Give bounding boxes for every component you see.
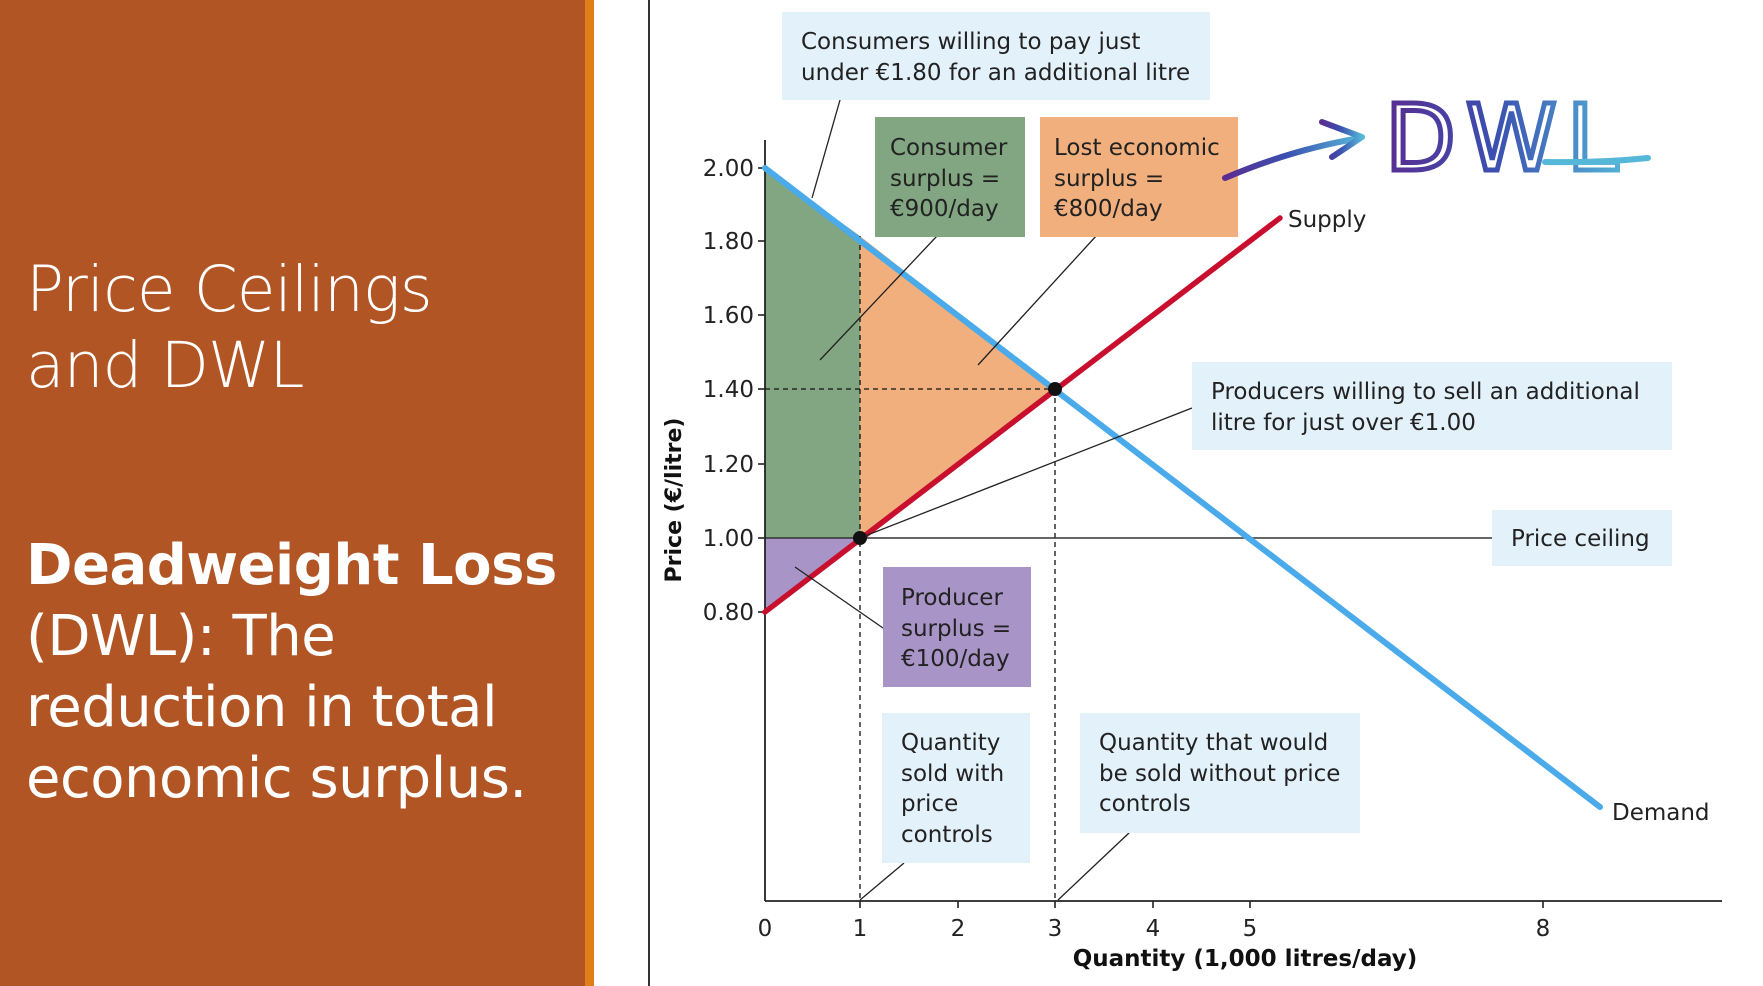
- y-tick-label: 2.00: [703, 156, 754, 182]
- producers-willing-text: Producers willing to sell an additional …: [1211, 379, 1647, 436]
- y-tick-label: 0.80: [703, 600, 754, 626]
- frame-line: [648, 0, 650, 986]
- dwl-underline-stroke: [1542, 155, 1651, 166]
- annotation-line: controls: [1099, 791, 1191, 817]
- annotation-line: under €1.80 for an additional litre: [801, 60, 1190, 86]
- ceiling-quantity-point: [853, 531, 867, 545]
- lost-surplus-text: Lost economic surplus = €800/day: [1054, 135, 1227, 222]
- leader-line: [864, 407, 1193, 537]
- y-tick-label: 1.80: [703, 229, 754, 255]
- annotation-line: surplus =: [1054, 166, 1164, 192]
- annotation-line: Lost economic: [1054, 135, 1220, 161]
- leader-line: [794, 566, 884, 629]
- leader-line: [859, 862, 905, 901]
- annotation-line: Quantity that would: [1099, 730, 1328, 756]
- annotation-line: controls: [901, 822, 993, 848]
- annotation-line: Quantity: [901, 730, 1000, 756]
- producers-willing-box: [1192, 362, 1672, 450]
- leader-line: [1057, 831, 1131, 901]
- arrow-shaft: [1222, 135, 1363, 181]
- producer-surplus-box: [883, 567, 1031, 687]
- annotation-line: be sold without price: [1099, 761, 1340, 787]
- price-ceiling-label: Price ceiling: [1511, 526, 1650, 552]
- x-tick-labels: 0 1 2 3 4 5 8: [758, 916, 1551, 942]
- dwl-arrow-icon: [1222, 119, 1365, 181]
- arrow-head: [1319, 119, 1365, 160]
- leader-line: [977, 234, 1098, 366]
- x-tick-label: 5: [1243, 916, 1258, 942]
- annotation-line: Producer: [901, 585, 1003, 611]
- consumer-surplus-box: [875, 117, 1025, 237]
- definition-text: (DWL): The reduction in total economic s…: [26, 604, 527, 811]
- dwl-definition: Deadweight Loss (DWL): The reduction in …: [26, 530, 566, 814]
- qty-with-controls-box: [882, 713, 1030, 863]
- x-tick-label: 2: [951, 916, 966, 942]
- y-tick-labels: 2.00 1.80 1.60 1.40 1.20 1.00 0.80: [703, 156, 754, 626]
- y-tick-label: 1.20: [703, 452, 754, 478]
- annotation-line: price: [901, 791, 958, 817]
- demand-label: Demand: [1612, 800, 1710, 826]
- equilibrium-point: [1048, 382, 1062, 396]
- annotation-line: surplus =: [901, 616, 1011, 642]
- consumers-willing-box: [782, 12, 1210, 100]
- annotation-line: sold with: [901, 761, 1004, 787]
- qty-without-controls-box: [1080, 713, 1360, 833]
- annotation-line: Producers willing to sell an additional: [1211, 379, 1640, 405]
- y-axis-label: Price (€/litre): [662, 418, 687, 583]
- y-tick-label: 1.40: [703, 377, 754, 403]
- y-tick-label: 1.60: [703, 303, 754, 329]
- definition-term: Deadweight Loss: [26, 533, 557, 598]
- leader-line: [811, 92, 843, 199]
- annotation-line: €800/day: [1054, 196, 1163, 222]
- x-tick-label: 1: [853, 916, 868, 942]
- supply-label: Supply: [1288, 207, 1366, 233]
- qty-with-controls-text: Quantity sold with price controls: [901, 730, 1011, 848]
- x-tick-label: 8: [1536, 916, 1551, 942]
- annotation-line: Consumer: [890, 135, 1008, 161]
- accent-bar: [585, 0, 594, 986]
- title-panel: [0, 0, 585, 986]
- consumer-surplus-area: [765, 168, 860, 538]
- x-tick-label: 0: [758, 916, 773, 942]
- demand-curve: [762, 165, 1603, 810]
- qty-without-controls-text: Quantity that would be sold without pric…: [1099, 730, 1348, 817]
- annotation-line: €100/day: [901, 646, 1010, 672]
- x-tick-label: 3: [1048, 916, 1063, 942]
- y-tick-marks: [758, 167, 765, 613]
- x-tick-marks: [859, 901, 1544, 908]
- dwl-handwritten-label: DWL: [1385, 85, 1628, 192]
- price-ceiling-box: [1492, 510, 1672, 566]
- supply-curve: [762, 215, 1283, 615]
- annotation-line: €900/day: [890, 196, 999, 222]
- producer-surplus-text: Producer surplus = €100/day: [901, 585, 1018, 672]
- annotation-line: litre for just over €1.00: [1211, 410, 1476, 436]
- consumer-surplus-text: Consumer surplus = €900/day: [890, 135, 1015, 222]
- leader-line: [819, 235, 938, 361]
- x-tick-label: 4: [1146, 916, 1161, 942]
- annotation-line: Consumers willing to pay just: [801, 29, 1140, 55]
- annotation-line: surplus =: [890, 166, 1000, 192]
- slide-title: Price Ceilings and DWL: [26, 253, 433, 402]
- lost-surplus-area: [860, 236, 1055, 538]
- leader-lines: [794, 92, 1193, 901]
- x-axis-label: Quantity (1,000 litres/day): [1073, 946, 1418, 972]
- lost-surplus-box: [1040, 117, 1238, 237]
- consumers-willing-text: Consumers willing to pay just under €1.8…: [801, 29, 1190, 86]
- y-tick-label: 1.00: [703, 526, 754, 552]
